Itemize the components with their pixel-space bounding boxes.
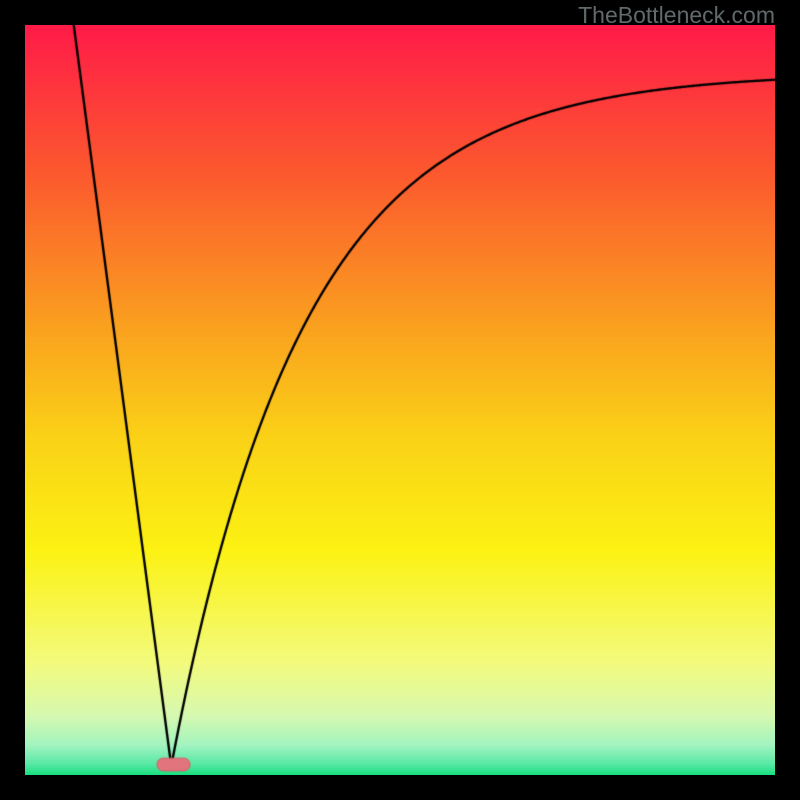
watermark-text: TheBottleneck.com <box>578 2 775 29</box>
optimal-point-marker <box>25 25 775 775</box>
